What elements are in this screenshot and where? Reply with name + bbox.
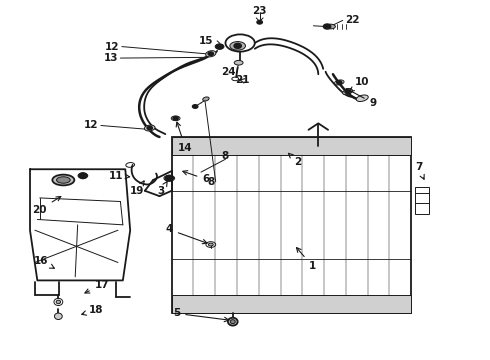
Text: 7: 7 (415, 162, 424, 179)
Ellipse shape (208, 243, 213, 246)
Bar (172, 137, 411, 155)
Text: 12: 12 (105, 42, 120, 51)
Bar (172, 295, 411, 313)
Text: 24: 24 (221, 67, 236, 77)
Text: 14: 14 (176, 122, 193, 153)
Circle shape (78, 172, 88, 179)
Ellipse shape (326, 24, 335, 29)
Text: 9: 9 (346, 89, 377, 108)
Circle shape (323, 23, 331, 30)
Text: 15: 15 (198, 36, 213, 46)
Bar (415, 187, 429, 214)
Ellipse shape (230, 41, 245, 50)
Ellipse shape (56, 300, 61, 304)
Text: 4: 4 (166, 225, 207, 244)
Text: 1: 1 (296, 248, 316, 271)
Circle shape (256, 20, 263, 25)
Circle shape (192, 104, 198, 109)
Text: 19: 19 (129, 181, 144, 197)
Ellipse shape (228, 318, 238, 325)
Circle shape (147, 126, 153, 131)
Text: 13: 13 (103, 53, 118, 63)
Text: 12: 12 (84, 121, 98, 130)
Text: 20: 20 (32, 197, 61, 215)
Text: 8: 8 (207, 177, 215, 187)
Text: 2: 2 (289, 153, 301, 167)
Text: 22: 22 (345, 15, 360, 26)
Text: 3: 3 (157, 181, 168, 197)
Text: 23: 23 (252, 6, 267, 16)
Text: 10: 10 (349, 77, 369, 91)
Ellipse shape (56, 177, 70, 183)
Ellipse shape (203, 97, 209, 101)
Circle shape (344, 89, 351, 94)
Circle shape (215, 43, 224, 50)
Circle shape (233, 42, 242, 49)
Circle shape (164, 175, 174, 182)
Ellipse shape (234, 60, 243, 65)
Circle shape (336, 80, 343, 85)
Text: 21: 21 (235, 75, 249, 85)
Ellipse shape (52, 175, 74, 185)
Ellipse shape (54, 313, 62, 319)
Text: 18: 18 (82, 305, 104, 315)
Text: 17: 17 (85, 280, 109, 293)
Ellipse shape (206, 51, 216, 57)
Ellipse shape (343, 89, 353, 95)
Text: 11: 11 (109, 171, 130, 181)
Text: 8: 8 (222, 150, 229, 161)
Bar (172, 137, 411, 313)
Circle shape (172, 116, 179, 121)
Text: 6: 6 (183, 171, 210, 184)
Ellipse shape (145, 125, 155, 131)
Text: 16: 16 (33, 256, 54, 268)
Ellipse shape (356, 95, 368, 102)
Circle shape (207, 51, 214, 56)
Ellipse shape (230, 320, 235, 324)
Text: 5: 5 (173, 309, 229, 322)
